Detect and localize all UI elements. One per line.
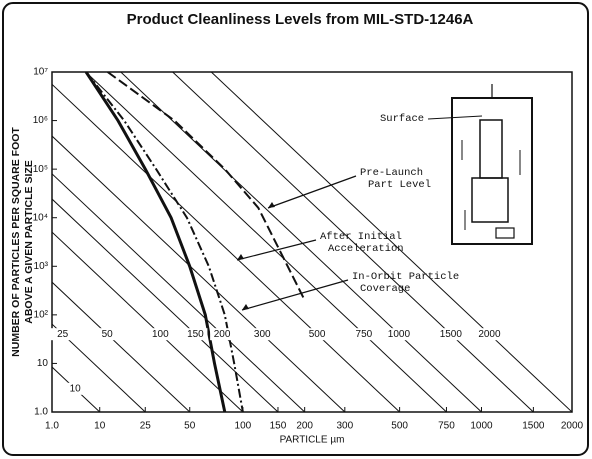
annotation: Acceleration xyxy=(328,243,404,255)
arrow-head xyxy=(268,202,275,208)
inset-label: Surface xyxy=(380,113,424,125)
level-label: 300 xyxy=(254,329,271,340)
x-tick-label: 2000 xyxy=(561,421,584,432)
level-line xyxy=(120,72,482,412)
series-line xyxy=(107,72,306,301)
level-label: 10 xyxy=(70,383,82,394)
y-tick-label: 10⁴ xyxy=(33,212,48,223)
level-label: 25 xyxy=(57,329,69,340)
plot-frame xyxy=(51,71,573,413)
level-label: 200 xyxy=(214,329,231,340)
annotation-arrow xyxy=(241,279,349,311)
level-label: 500 xyxy=(309,329,326,340)
level-label-bg xyxy=(210,328,235,341)
level-label-bg xyxy=(250,328,275,341)
x-tick-label: 750 xyxy=(438,421,455,432)
x-tick-label: 500 xyxy=(391,421,408,432)
level-label-bg xyxy=(95,328,120,341)
level-label-bg xyxy=(386,328,411,341)
arrow-head xyxy=(242,304,249,310)
inset-pointer xyxy=(427,115,483,120)
level-line xyxy=(52,135,346,412)
level-label-bg xyxy=(63,382,88,395)
level-label-bg xyxy=(351,328,376,341)
x-tick-label: 10 xyxy=(94,421,106,432)
level-label: 2000 xyxy=(478,329,501,340)
annotation: Pre-Launch xyxy=(360,167,423,179)
inset-part xyxy=(471,177,509,223)
series-line xyxy=(85,72,244,412)
level-line xyxy=(52,198,279,412)
annotation: Part Level xyxy=(368,179,431,191)
annotation-arrow xyxy=(236,239,317,261)
series-line xyxy=(84,72,227,412)
x-tick-label: 1.0 xyxy=(45,421,59,432)
x-tick-label: 1000 xyxy=(470,421,493,432)
inset-part xyxy=(495,227,515,239)
annotation-arrow xyxy=(267,175,357,209)
level-label: 150 xyxy=(187,329,204,340)
x-tick-label: 25 xyxy=(140,421,152,432)
y-axis-label: NUMBER OF PARTICLES PER SQUARE FOOT xyxy=(10,127,22,357)
y-tick-label: 10 xyxy=(37,358,49,369)
level-label-bg xyxy=(183,328,208,341)
level-line xyxy=(84,72,447,412)
x-tick-label: 1500 xyxy=(522,421,545,432)
y-tick-label: 1.0 xyxy=(34,407,48,418)
y-tick-label: 10⁷ xyxy=(33,67,48,78)
level-label: 1000 xyxy=(388,329,411,340)
level-line xyxy=(52,281,191,412)
level-label-bg xyxy=(50,328,75,341)
chart-title: Product Cleanliness Levels from MIL-STD-… xyxy=(127,11,474,28)
y-tick-label: 10⁵ xyxy=(33,164,48,175)
level-label: 1500 xyxy=(440,329,463,340)
x-tick-label: 200 xyxy=(296,421,313,432)
x-tick-label: 150 xyxy=(270,421,287,432)
level-label-bg xyxy=(305,328,330,341)
y-tick-label: 10³ xyxy=(34,261,49,272)
x-axis-label: PARTICLE µm xyxy=(280,435,345,446)
level-label-bg xyxy=(477,328,502,341)
level-label: 50 xyxy=(102,329,114,340)
level-line xyxy=(52,173,306,412)
level-label: 750 xyxy=(356,329,373,340)
y-tick-label: 10² xyxy=(34,309,49,320)
level-line xyxy=(52,84,400,412)
x-tick-label: 50 xyxy=(184,421,196,432)
x-tick-label: 100 xyxy=(235,421,252,432)
y-axis-label: ABOVE A GIVEN PARTICLE SIZE xyxy=(23,160,35,324)
annotation: Coverage xyxy=(360,283,410,295)
y-tick-label: 10⁶ xyxy=(33,115,48,126)
annotation: After Initial xyxy=(320,231,402,243)
level-label-bg xyxy=(438,328,463,341)
level-label: 100 xyxy=(152,329,169,340)
level-line xyxy=(52,231,244,412)
x-tick-label: 300 xyxy=(336,421,353,432)
annotation: In-Orbit Particle xyxy=(352,271,459,283)
inset-diagram: Surface xyxy=(380,84,533,245)
arrow-head xyxy=(237,254,244,260)
level-label-bg xyxy=(148,328,173,341)
